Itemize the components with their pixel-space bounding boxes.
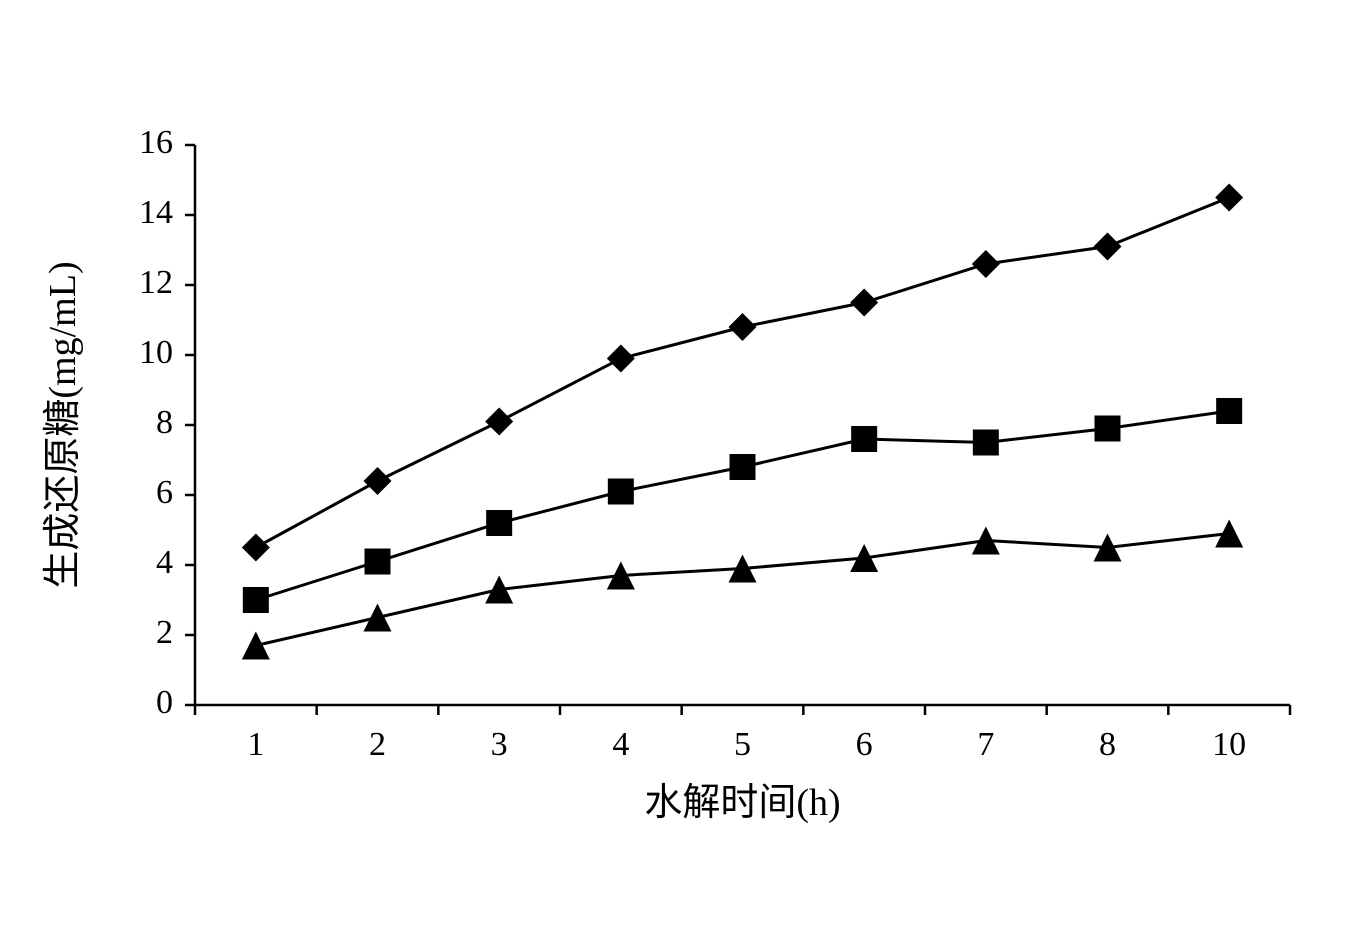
series-square-marker xyxy=(365,549,391,575)
y-tick-label: 12 xyxy=(139,264,173,301)
chart-container: 02468101214161234567810水解时间(h)生成还原糖(mg/m… xyxy=(0,0,1355,945)
y-tick-label: 14 xyxy=(139,194,173,231)
y-axis-label: 生成还原糖(mg/mL) xyxy=(42,261,84,588)
x-tick-label: 1 xyxy=(247,726,264,763)
series-square-marker xyxy=(973,430,999,456)
x-axis-label: 水解时间(h) xyxy=(644,782,840,824)
y-tick-label: 16 xyxy=(139,124,173,161)
x-tick-label: 7 xyxy=(977,726,994,763)
series-square-marker xyxy=(243,587,269,613)
x-tick-label: 5 xyxy=(734,726,751,763)
x-tick-label: 4 xyxy=(612,726,629,763)
series-square-marker xyxy=(608,479,634,505)
series-square-marker xyxy=(1216,398,1242,424)
series-square-marker xyxy=(851,426,877,452)
y-tick-label: 10 xyxy=(139,334,173,371)
y-tick-label: 0 xyxy=(156,684,173,721)
x-tick-label: 2 xyxy=(369,726,386,763)
y-tick-label: 6 xyxy=(156,474,173,511)
y-tick-label: 4 xyxy=(156,544,173,581)
x-tick-label: 10 xyxy=(1212,726,1246,763)
line-chart: 02468101214161234567810水解时间(h)生成还原糖(mg/m… xyxy=(0,0,1355,945)
series-square-marker xyxy=(730,454,756,480)
x-tick-label: 3 xyxy=(491,726,508,763)
series-square-marker xyxy=(486,510,512,536)
x-tick-label: 8 xyxy=(1099,726,1116,763)
y-tick-label: 8 xyxy=(156,404,173,441)
x-tick-label: 6 xyxy=(856,726,873,763)
y-tick-label: 2 xyxy=(156,614,173,651)
series-square-marker xyxy=(1095,416,1121,442)
